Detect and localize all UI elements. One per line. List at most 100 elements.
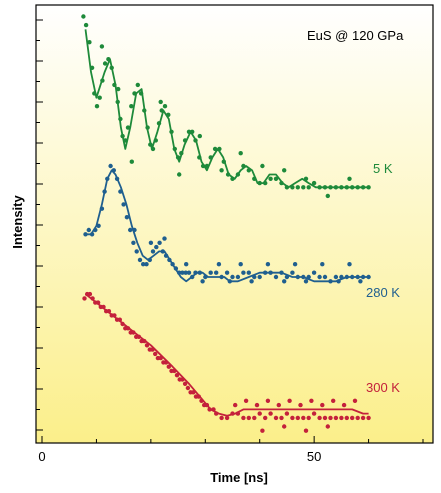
data-point <box>137 257 143 263</box>
data-point <box>174 373 180 378</box>
data-point <box>108 163 113 169</box>
data-point <box>193 270 198 275</box>
data-point <box>284 185 290 190</box>
series-label-5k: 5 K <box>373 161 393 176</box>
series-2 <box>82 291 371 433</box>
data-point <box>301 185 306 190</box>
data-point <box>99 206 105 211</box>
data-point <box>87 40 92 45</box>
data-point <box>100 78 105 83</box>
data-point <box>166 364 171 369</box>
data-point <box>109 65 114 71</box>
data-point <box>246 270 251 275</box>
data-point <box>260 428 265 433</box>
data-point <box>90 296 95 301</box>
data-point <box>230 411 235 416</box>
data-point <box>197 133 202 139</box>
data-point <box>141 262 146 267</box>
data-point <box>144 262 149 267</box>
data-point <box>87 291 93 297</box>
data-point <box>160 249 165 254</box>
data-point <box>257 180 262 186</box>
data-point <box>148 240 154 245</box>
data-point <box>153 351 158 357</box>
data-point <box>203 274 208 280</box>
data-point <box>233 402 238 408</box>
data-point <box>366 185 371 190</box>
data-point <box>311 270 317 275</box>
data-point <box>260 163 265 169</box>
data-point <box>159 108 164 113</box>
x-tick-label: 0 <box>38 449 45 464</box>
data-point <box>216 262 222 267</box>
data-point <box>204 402 210 408</box>
data-point <box>186 270 192 275</box>
data-point <box>135 82 140 88</box>
data-point <box>360 415 366 421</box>
data-point <box>214 270 219 275</box>
data-point <box>190 129 195 134</box>
data-point <box>105 176 110 181</box>
data-point <box>158 355 163 361</box>
data-point <box>303 176 309 181</box>
data-point <box>183 270 188 275</box>
series-layer <box>81 14 371 433</box>
data-point <box>350 415 355 421</box>
data-point <box>279 180 284 186</box>
data-point <box>263 415 268 421</box>
data-point <box>303 279 309 284</box>
data-point <box>282 424 287 429</box>
data-point <box>163 253 169 258</box>
data-point <box>115 99 120 105</box>
data-point <box>282 168 287 173</box>
data-point <box>273 415 279 421</box>
data-point <box>230 274 235 280</box>
data-point <box>238 262 243 267</box>
data-point <box>102 189 107 194</box>
data-point <box>219 168 224 173</box>
data-point <box>131 330 136 335</box>
data-point <box>99 44 105 49</box>
data-point <box>339 415 344 421</box>
data-point <box>246 415 251 421</box>
data-point <box>217 146 222 152</box>
data-point <box>344 415 349 421</box>
data-point <box>150 249 156 254</box>
data-point <box>118 189 123 194</box>
data-point <box>241 270 246 275</box>
data-point <box>166 112 171 118</box>
data-point <box>235 172 241 177</box>
data-point <box>350 274 355 280</box>
data-point <box>136 334 142 339</box>
data-point <box>211 407 216 412</box>
data-point <box>352 398 358 403</box>
data-point <box>328 279 333 284</box>
y-axis-ticks <box>36 19 43 431</box>
data-point <box>173 266 179 271</box>
data-point <box>199 398 204 403</box>
data-point <box>344 274 349 280</box>
data-point <box>225 172 231 177</box>
data-point <box>89 65 95 71</box>
data-point <box>301 415 306 421</box>
data-point <box>182 138 188 143</box>
data-point <box>148 142 153 147</box>
data-point <box>317 185 322 190</box>
data-point <box>282 279 287 284</box>
data-point <box>177 270 182 275</box>
data-point <box>93 227 98 233</box>
data-point <box>235 411 241 416</box>
data-point <box>339 185 344 190</box>
data-point <box>118 116 123 122</box>
data-point <box>106 57 111 62</box>
data-point <box>360 185 366 190</box>
data-point <box>190 274 195 280</box>
data-point <box>322 415 328 421</box>
data-point <box>320 402 325 408</box>
data-point <box>366 274 371 280</box>
data-point <box>154 244 159 250</box>
data-point <box>156 121 162 126</box>
data-point <box>320 262 325 267</box>
data-point <box>227 279 232 284</box>
data-point <box>287 398 292 403</box>
